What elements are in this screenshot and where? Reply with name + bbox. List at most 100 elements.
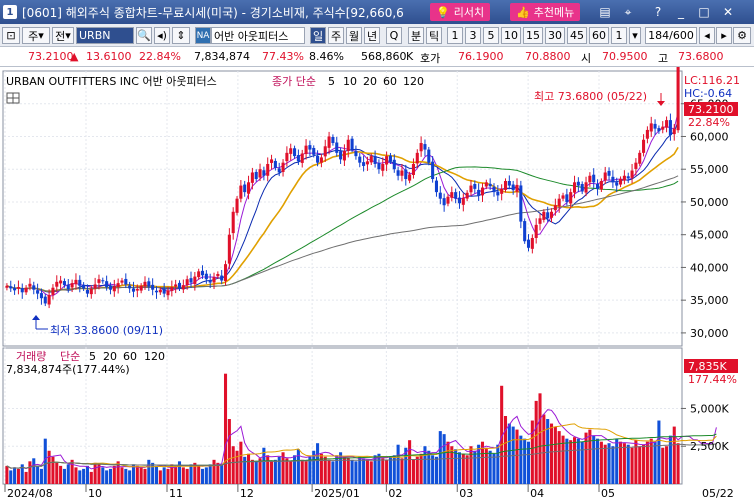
candle [561,192,565,202]
volume-bar [331,461,335,484]
period-month[interactable]: 월 [346,27,362,44]
period-quarter[interactable]: Q [386,27,402,44]
arrow-nav-icon[interactable]: ⇕ [172,27,190,44]
candle-body [565,194,569,202]
candle-body [557,198,561,207]
candle [469,180,473,196]
candle [105,275,109,291]
volume-bar [223,373,228,484]
segment-select[interactable]: 전 ▾ [52,27,74,44]
volume-bar [212,459,216,484]
volume-bar [108,468,113,484]
volume-bar [131,464,136,484]
volume-bar [634,440,638,484]
candle [549,208,554,223]
interval-3[interactable]: 3 [465,27,481,44]
candle [488,178,492,190]
volume-bar [143,468,147,484]
minimize-icon[interactable]: _ [678,5,684,19]
candle [546,206,550,222]
recommend-menu-button[interactable]: 👍 추천메뉴 [510,3,581,21]
volume-bar [492,453,496,484]
volume-bar [258,458,262,484]
interval-60[interactable]: 60 [589,27,609,44]
volume-tick-label: 5,000K [690,402,729,415]
interval-dropdown[interactable]: ▾ [629,27,641,44]
volume-bar [93,462,97,484]
help-icon[interactable]: ? [654,5,662,19]
interval-5[interactable]: 5 [483,27,499,44]
candle-body [331,137,335,144]
candle-body [526,239,531,248]
maximize-icon[interactable]: □ [698,5,710,19]
volume-bar [392,455,396,484]
period-year[interactable]: 년 [364,27,380,44]
candle-body [415,152,419,164]
period-minute[interactable]: 분 [408,27,424,44]
volume-bar [657,420,661,484]
candle [400,163,404,182]
volume-bar [377,453,381,484]
period-tick[interactable]: 틱 [426,27,442,44]
volume-bar [24,471,28,484]
volume-bar [189,464,193,484]
volume-bar [534,400,538,484]
candle [419,136,423,157]
candle [36,283,40,300]
window-config-icon[interactable]: ▤ [599,5,611,19]
volume-bar [197,465,201,484]
interval-15[interactable]: 15 [523,27,543,44]
interval-45[interactable]: 45 [567,27,587,44]
close-icon[interactable]: ✕ [722,5,734,19]
volume-bar [177,461,182,484]
interval-30[interactable]: 30 [545,27,565,44]
volume-bar [120,467,124,484]
candle [672,124,676,141]
interval-1[interactable]: 1 [447,27,463,44]
scroll-right-icon[interactable]: ▸ [716,27,732,44]
speaker-icon[interactable]: ◂) [154,27,170,44]
chart-area[interactable]: 65,00060,00055,00050,00045,00040,00035,0… [0,67,754,500]
period-day[interactable]: 일 [310,27,326,44]
interval-1-secondary[interactable]: 1 [611,27,627,44]
period-week[interactable]: 주 [328,27,344,44]
candle-body [124,278,128,285]
candle [231,207,235,240]
settings-icon[interactable]: ⚙ [733,27,751,44]
ticker-input[interactable]: URBN [76,27,134,44]
scroll-left-icon[interactable]: ◂ [699,27,715,44]
candle [538,213,542,231]
candle [354,145,358,160]
candle [174,279,178,294]
volume-bar [296,449,300,484]
price-volume-chart[interactable]: 65,00060,00055,00050,00045,00040,00035,0… [0,67,754,500]
thumbs-up-icon: 👍 [516,5,530,19]
candle-body [480,187,485,196]
volume-bar [128,470,132,484]
search-icon[interactable]: 🔍 [136,27,152,44]
candle-body [128,285,132,289]
volume-bar [166,468,170,484]
lock-icon[interactable]: ⊡ [2,27,20,44]
count-input[interactable]: 184/600 [645,27,697,44]
candle [250,167,254,190]
volume-bar [346,458,350,484]
candle [9,280,13,292]
candle [622,170,626,185]
candle-body [511,184,515,191]
candle [93,277,97,295]
candle [247,175,251,200]
volume-bar [51,456,55,484]
candle [204,270,208,284]
candle-body [373,156,377,164]
volume-bar [373,455,377,484]
interval-10[interactable]: 10 [501,27,521,44]
market-select[interactable]: 주 ▾ [22,27,50,44]
volume-bar [154,465,159,484]
pin-icon[interactable]: ⌖ [624,4,632,19]
volume-bar [220,464,224,484]
candle-body [20,288,24,293]
volume-bar [200,468,205,484]
candle-body [584,182,588,193]
research-button[interactable]: 💡 리서치 [430,3,491,21]
